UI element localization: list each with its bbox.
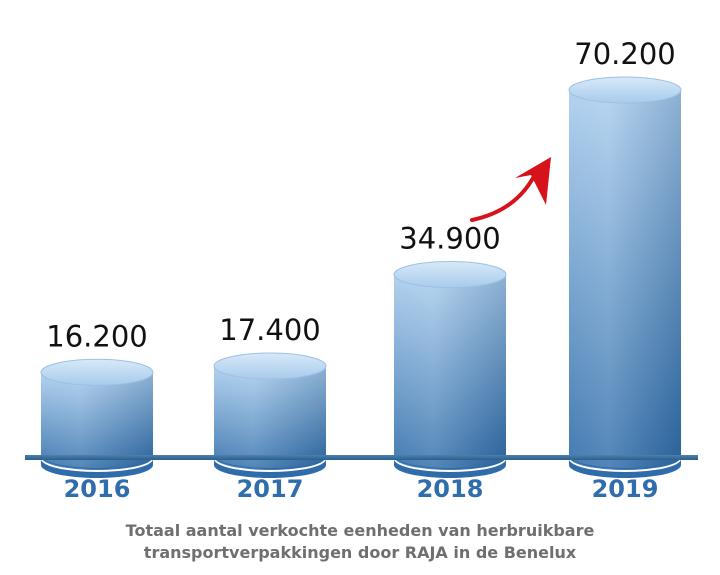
bar-shading <box>569 90 681 470</box>
x-tick-label: 2018 <box>417 475 484 503</box>
bar-2019 <box>568 76 682 470</box>
bar-shading <box>394 274 506 470</box>
data-label: 16.200 <box>46 319 147 353</box>
bar-top <box>213 352 327 380</box>
bar-base-front <box>394 459 506 478</box>
x-tick-label: 2019 <box>592 475 659 503</box>
growth-arrow <box>470 166 540 222</box>
data-label: 70.200 <box>574 37 675 71</box>
bar-top <box>568 76 682 104</box>
bar-2016 <box>40 358 154 470</box>
x-axis-baseline <box>25 455 698 460</box>
growth-arrow-head <box>515 157 551 205</box>
bar-top <box>393 261 507 289</box>
bar-top <box>40 358 154 386</box>
x-tick-label: 2017 <box>237 475 304 503</box>
bar-2017 <box>213 352 327 470</box>
x-tick-label: 2016 <box>64 475 131 503</box>
data-label: 17.400 <box>219 313 320 347</box>
bar-base-front <box>569 459 681 478</box>
bar-shading <box>41 372 153 470</box>
bar-shading <box>214 366 326 470</box>
chart-caption-line-2: transportverpakkingen door RAJA in de Be… <box>143 543 577 562</box>
bar-2018 <box>393 261 507 470</box>
data-label: 34.900 <box>399 222 500 256</box>
chart-caption-line-1: Totaal aantal verkochte eenheden van her… <box>125 521 595 540</box>
bar-base-front <box>41 459 153 478</box>
bar-base-front <box>214 459 326 478</box>
